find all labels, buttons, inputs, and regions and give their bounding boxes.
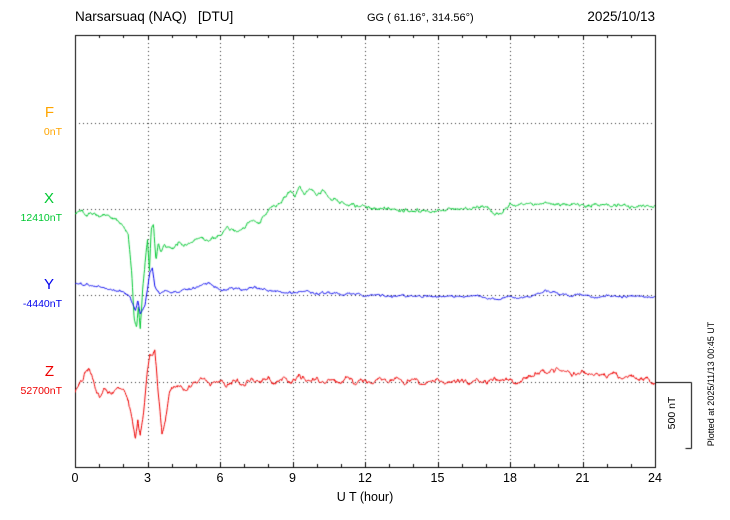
x-tick-label-12: 12 [358, 471, 372, 485]
x-tick-label-21: 21 [575, 471, 590, 485]
x-tick-label-24: 24 [648, 471, 662, 485]
x-tick-label-0: 0 [71, 471, 79, 485]
plotted-at-note: Plotted at 2025/11/13 00:45 UT [706, 321, 716, 447]
plot-date: 2025/10/13 [587, 9, 655, 24]
series-label-F: F [44, 104, 54, 121]
series-label-Z: Z [44, 363, 54, 380]
x-tick-label-3: 3 [144, 471, 151, 485]
x-tick-label-18: 18 [503, 471, 517, 485]
x-tick-label-6: 6 [216, 471, 224, 485]
x-tick-label-15: 15 [430, 471, 445, 485]
geo-coords-label: GG ( 61.16°, 314.56°) [367, 12, 474, 24]
series-label-Y: Y [43, 276, 54, 293]
series-baseline-Z: 52700nT [20, 385, 62, 397]
series-label-X: X [43, 190, 54, 207]
series-baseline-X: 12410nT [20, 212, 62, 224]
x-tick-label-9: 9 [289, 471, 296, 485]
x-axis-title: U T (hour) [336, 490, 394, 504]
station-title: Narsarsuaq (NAQ) [DTU] [75, 9, 234, 24]
series-baseline-Y: -4440nT [22, 298, 62, 310]
scale-bar-label: 500 nT [666, 396, 678, 430]
series-baseline-F: 0nT [43, 126, 62, 138]
